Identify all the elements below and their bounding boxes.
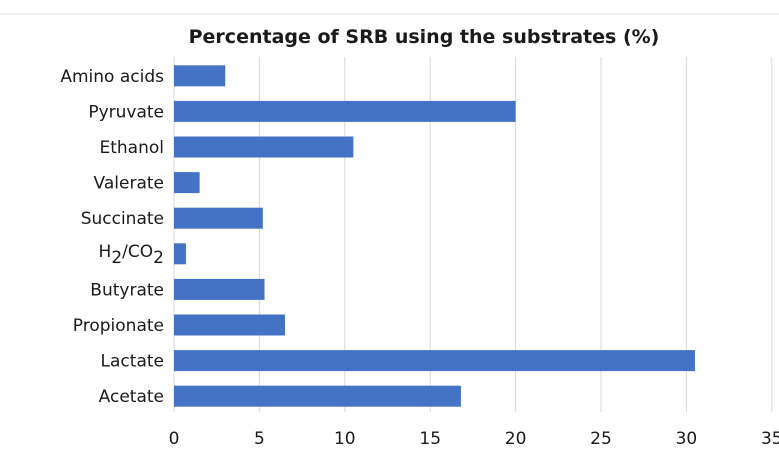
bar: [174, 314, 286, 336]
bar: [174, 65, 226, 87]
category-label: Valerate: [94, 174, 164, 194]
category-label: Propionate: [73, 316, 164, 336]
bars: [174, 65, 695, 407]
category-label: Succinate: [81, 209, 164, 229]
x-tick-label: 0: [169, 429, 180, 449]
category-label: Pyruvate: [88, 102, 164, 122]
bar: [174, 136, 354, 158]
category-labels: Amino acids Pyruvate Ethanol Valerate Succin…: [60, 67, 164, 407]
x-tick-label: 25: [590, 429, 612, 449]
category-label: Lactate: [101, 352, 164, 372]
bar: [174, 207, 263, 229]
x-tick-label: 30: [676, 429, 698, 449]
bar: [174, 100, 516, 122]
bar: [174, 278, 265, 300]
x-tick-label: 20: [505, 429, 527, 449]
chart-title: Percentage of SRB using the substrates (…: [189, 26, 660, 48]
bar: [174, 172, 200, 194]
category-label: Butyrate: [90, 280, 164, 300]
bar: [174, 243, 186, 265]
bar: [174, 350, 695, 372]
x-tick-label: 10: [334, 429, 356, 449]
category-label: Ethanol: [100, 138, 165, 158]
category-label: Amino acids: [60, 67, 164, 87]
x-tick-label: 35: [761, 429, 779, 449]
x-tick-label: 15: [419, 429, 441, 449]
bar: [174, 385, 461, 407]
category-label: H2/CO2: [99, 242, 164, 268]
x-tick-label: 5: [254, 429, 265, 449]
x-axis-tick-labels: 0 5 10 15 20 25 30 35: [169, 429, 779, 449]
category-label: Acetate: [99, 387, 164, 407]
